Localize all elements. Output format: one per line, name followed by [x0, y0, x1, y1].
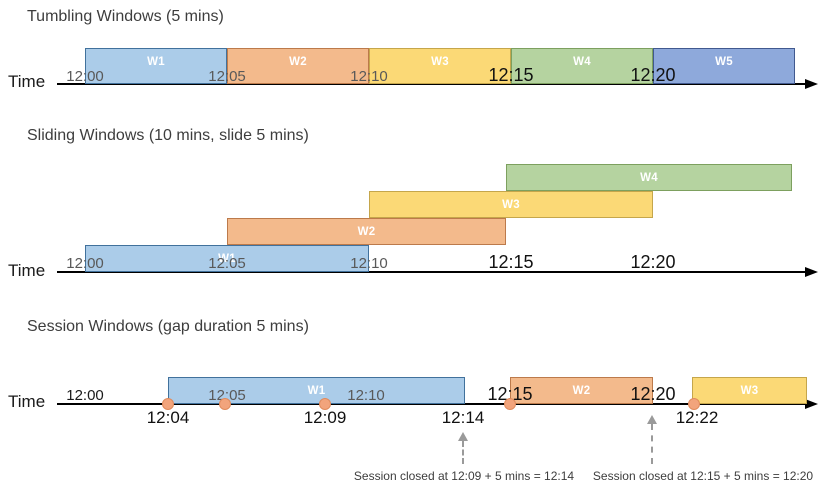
session-tick-1205: 12:05: [208, 387, 246, 404]
event-time-1222: 12:22: [675, 408, 719, 427]
window-label: W2: [357, 225, 376, 238]
sliding-window-w4: W4: [506, 164, 792, 191]
tumbling-tick-1215: 12:15: [488, 65, 534, 85]
event-dot: [162, 398, 174, 410]
tumbling-time-label: Time: [8, 72, 46, 91]
tumbling-title: Tumbling Windows (5 mins): [27, 8, 224, 25]
session-tick-1220: 12:20: [630, 384, 676, 404]
session-window-w3: W3: [692, 377, 807, 404]
session-close-annotation-1: Session closed at 12:09 + 5 mins = 12:14: [353, 469, 575, 483]
session-time-label: Time: [8, 392, 46, 411]
close-time-1214: 12:14: [441, 408, 485, 427]
tumbling-window-w3: W3: [369, 48, 511, 84]
tumbling-tick-1210: 12:10: [350, 68, 388, 85]
tumbling-tick-1205: 12:05: [208, 68, 246, 85]
window-label: W2: [572, 384, 591, 397]
up-arrow-icon: [458, 432, 468, 441]
session-close-annotation-2: Session closed at 12:15 + 5 mins = 12:20: [592, 469, 814, 483]
event-dot: [219, 398, 231, 410]
event-dot: [319, 398, 331, 410]
session-window-w1: W1: [168, 377, 465, 404]
sliding-window-w3: W3: [369, 191, 653, 218]
window-label: W4: [573, 55, 591, 68]
tumbling-tick-1200: 12:00: [66, 68, 104, 85]
event-time-1204: 12:04: [146, 408, 190, 427]
session-tick-1215: 12:15: [487, 384, 533, 404]
sliding-time-label: Time: [8, 261, 46, 280]
window-label: W1: [307, 384, 326, 397]
event-dot: [504, 398, 516, 410]
sliding-time-axis: [57, 271, 808, 273]
tumbling-time-axis: [57, 83, 808, 85]
sliding-tick-1205: 12:05: [208, 255, 246, 272]
session-time-axis: [57, 403, 808, 405]
sliding-window-w2: W2: [227, 218, 506, 245]
sliding-tick-1215: 12:15: [488, 252, 534, 272]
window-label: W3: [431, 55, 449, 68]
sliding-tick-1220: 12:20: [630, 252, 676, 272]
session-window-w2: W2: [510, 377, 653, 404]
tumbling-axis-arrow-icon: [805, 79, 818, 89]
window-label: W5: [715, 55, 733, 68]
window-label: W1: [147, 55, 165, 68]
window-label: W2: [289, 55, 307, 68]
window-label: W3: [502, 198, 520, 211]
window-label: W3: [740, 384, 759, 397]
event-dot: [688, 398, 700, 410]
window-label: W4: [640, 171, 658, 184]
sliding-tick-1200: 12:00: [66, 255, 104, 272]
tumbling-window-w4: W4: [511, 48, 653, 84]
sliding-tick-1210: 12:10: [350, 255, 388, 272]
tumbling-window-w1: W1: [85, 48, 227, 84]
dashed-arrow-line: [651, 424, 653, 464]
session-title: Session Windows (gap duration 5 mins): [27, 318, 309, 335]
session-axis-arrow-icon: [805, 399, 818, 409]
dashed-arrow-line: [462, 441, 464, 464]
sliding-title: Sliding Windows (10 mins, slide 5 mins): [27, 127, 309, 144]
session-tick-1200: 12:00: [66, 387, 104, 404]
window-label: W1: [218, 252, 236, 265]
event-time-1209: 12:09: [303, 408, 347, 427]
session-tick-1210: 12:10: [347, 387, 385, 404]
tumbling-tick-1220: 12:20: [630, 65, 676, 85]
sliding-axis-arrow-icon: [805, 267, 818, 277]
tumbling-window-w2: W2: [227, 48, 369, 84]
sliding-window-w1: W1: [85, 245, 369, 272]
tumbling-window-w5: W5: [653, 48, 795, 84]
up-arrow-icon: [647, 415, 657, 424]
